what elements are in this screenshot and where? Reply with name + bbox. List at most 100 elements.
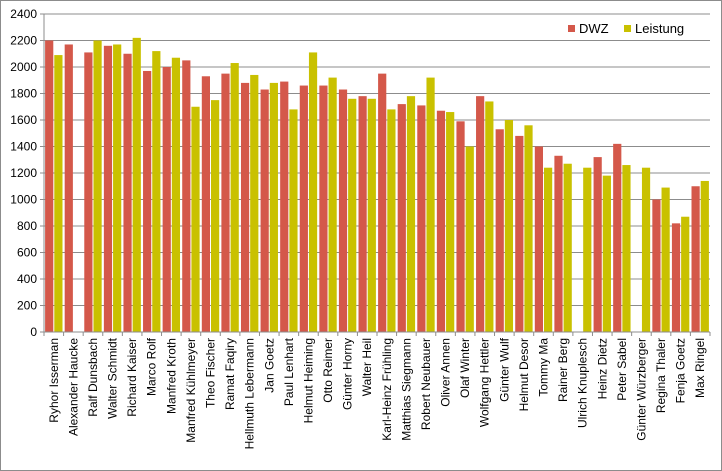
bar-leistung	[54, 55, 63, 332]
legend: DWZ Leistung	[568, 21, 684, 36]
bar-leistung	[230, 63, 239, 333]
legend-label-dwz: DWZ	[579, 21, 609, 36]
bar-dwz	[280, 81, 289, 332]
bar-dwz	[476, 96, 485, 333]
bar-leistung	[563, 163, 572, 332]
bar-dwz	[613, 143, 622, 332]
bar-leistung	[446, 112, 455, 332]
x-category-label: Paul Lenhart	[282, 337, 296, 406]
y-tick-label: 0	[30, 325, 37, 339]
bar-leistung	[700, 180, 709, 332]
bar-leistung	[328, 77, 337, 332]
x-category-label: Walter Heil	[360, 338, 374, 396]
x-category-label: Ramat Faqiry	[223, 338, 237, 410]
bar-leistung	[406, 96, 416, 333]
y-tick-label: 2000	[10, 60, 37, 74]
bar-leistung	[485, 101, 494, 332]
x-category-label: Regina Thaler	[654, 338, 668, 413]
bar-leistung	[426, 77, 435, 332]
bar-dwz	[338, 89, 348, 333]
legend-swatch-dwz	[568, 25, 575, 32]
bar-dwz	[534, 146, 543, 332]
x-category-label: Manfred Kühlmeyer	[184, 338, 198, 443]
x-category-label: Oliver Annen	[439, 338, 453, 407]
bar-leistung	[348, 98, 357, 332]
bar-leistung	[171, 57, 181, 332]
x-category-label: Ulrich Knuplesch	[576, 338, 590, 428]
bar-dwz	[221, 73, 230, 332]
bar-dwz	[456, 121, 465, 332]
y-tick-label: 1400	[10, 140, 37, 154]
bar-dwz	[593, 157, 602, 332]
x-category-label: Manfred Kroth	[164, 338, 178, 414]
axes	[40, 13, 711, 336]
bar-dwz	[143, 70, 152, 332]
bar-dwz	[299, 85, 308, 332]
x-category-label: Rainer Berg	[556, 338, 570, 402]
y-tick-label: 400	[17, 272, 37, 286]
y-tick-label: 800	[17, 219, 37, 233]
x-category-label: Heinz Dietz	[595, 338, 609, 399]
y-tick-labels: 0 200 400 600 800 1000 1200 1400 1600 1800 2000 220…	[10, 7, 37, 339]
bar-leistung	[622, 165, 631, 332]
bar-leistung	[289, 109, 298, 333]
x-category-label: Alexander Haucke	[66, 338, 80, 436]
bar-leistung	[132, 37, 141, 332]
bar-dwz	[691, 186, 700, 332]
bar-leistung	[465, 146, 474, 332]
x-category-label: Peter Sabel	[615, 338, 629, 401]
x-category-label: Karl-Heinz Frühling	[380, 338, 394, 441]
bar-leistung	[152, 51, 161, 332]
bar-dwz	[671, 223, 681, 332]
bar-dwz	[319, 85, 328, 332]
bars	[45, 37, 709, 333]
x-category-label: Olaf Winter	[458, 338, 472, 398]
bar-leistung	[661, 187, 670, 332]
y-tick-label: 1800	[10, 87, 37, 101]
x-category-label: Helmut Desor	[517, 338, 531, 411]
x-category-label: Fenja Goetz	[674, 338, 688, 403]
bar-dwz	[358, 96, 367, 333]
bar-dwz	[515, 135, 524, 332]
x-category-label: Hellmuth Lebermann	[243, 338, 257, 449]
bar-dwz	[201, 76, 210, 333]
x-category-label: Helmut Heiming	[301, 338, 315, 423]
bar-leistung	[113, 44, 122, 332]
x-category-label: Ryhor Isserman	[47, 338, 61, 423]
x-category-label: Matthias Siegmann	[399, 338, 413, 441]
legend-label-leistung: Leistung	[635, 21, 684, 36]
bar-dwz	[123, 53, 132, 332]
bar-leistung	[211, 100, 220, 332]
bar-dwz	[45, 40, 54, 332]
x-category-label: Max Ringel	[693, 338, 707, 398]
bar-dwz	[260, 89, 269, 333]
bar-dwz	[162, 67, 171, 332]
x-category-label: Ralf Dunsbach	[86, 338, 100, 417]
bar-leistung	[387, 109, 396, 333]
bar-leistung	[367, 98, 376, 332]
bar-leistung	[93, 40, 102, 332]
bar-leistung	[269, 82, 278, 333]
bar-leistung	[544, 167, 553, 332]
x-category-label: Marco Rolf	[145, 337, 159, 396]
y-tick-label: 1600	[10, 113, 37, 127]
x-category-label: Richard Kaiser	[125, 338, 139, 417]
y-tick-label: 200	[17, 299, 37, 313]
bar-dwz	[417, 105, 426, 332]
x-category-label: Günter Würzberger	[634, 338, 648, 441]
x-category-label: Jan Goetz	[262, 338, 276, 393]
y-tick-label: 1000	[10, 193, 37, 207]
bar-dwz	[397, 104, 406, 332]
x-category-label: Günter Horny	[341, 338, 355, 410]
bar-dwz	[554, 155, 563, 332]
x-category-labels: Ryhor Isserman Alexander Haucke Ralf Dunsb…	[47, 337, 707, 449]
x-category-label: Wolfgang Hettler	[478, 338, 492, 427]
bar-leistung	[602, 175, 611, 332]
bar-dwz	[103, 45, 113, 333]
legend-swatch-leistung	[624, 25, 631, 32]
x-category-label: Walter Schmidt	[106, 337, 120, 419]
bar-dwz	[652, 199, 661, 332]
y-tick-label: 1200	[10, 166, 37, 180]
